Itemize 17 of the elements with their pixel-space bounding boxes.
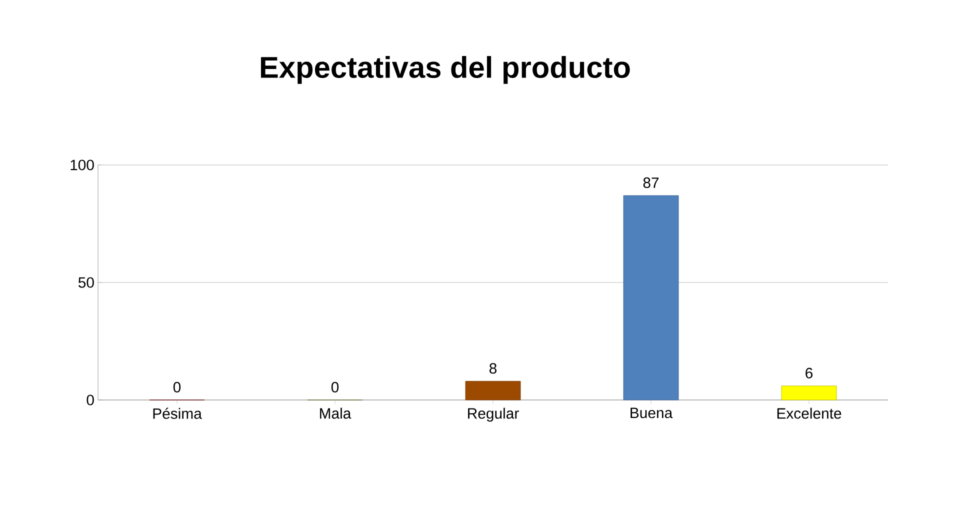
data-label: 6 (806, 368, 813, 378)
bar (465, 380, 521, 400)
data-label: 0 (173, 382, 181, 392)
bar (781, 386, 837, 400)
chart-title: Expectativas del producto (260, 56, 630, 84)
x-tick-label: Excelente (777, 408, 842, 419)
y-tick-label: 50 (78, 277, 94, 288)
y-tick-label: 0 (86, 394, 94, 406)
data-label: 0 (331, 382, 339, 392)
x-tick-label: Regular (468, 408, 519, 422)
y-tick-label: 100 (70, 160, 94, 170)
data-label: 87 (643, 177, 659, 188)
x-tick-label: Buena (630, 408, 673, 418)
bar (623, 195, 679, 400)
x-tick-label: Mala (320, 408, 352, 419)
x-tick-label: Pésima (153, 408, 202, 419)
data-label: 8 (490, 363, 497, 374)
